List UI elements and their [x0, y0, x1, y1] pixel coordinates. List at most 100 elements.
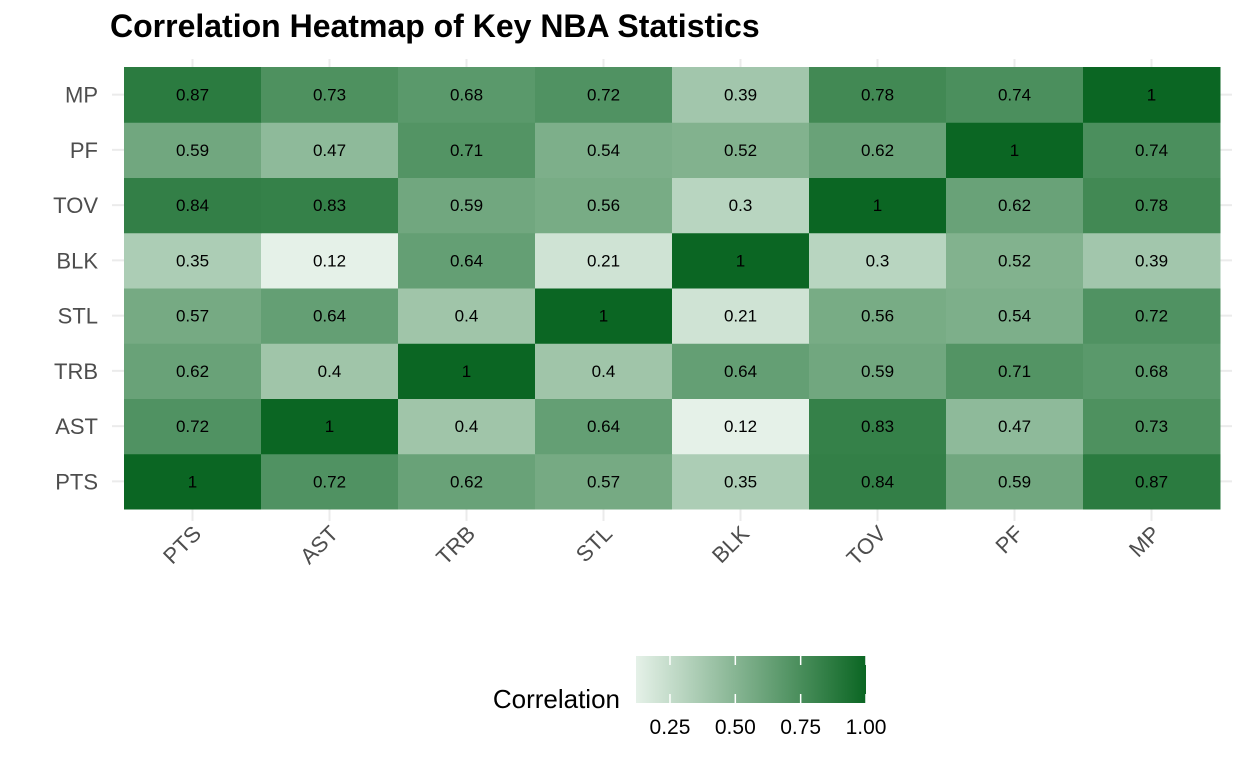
heatmap-cell-STL-BLK [672, 288, 810, 344]
cell-value-label: 0.64 [587, 417, 620, 436]
cell-value-label: 0.72 [1135, 307, 1168, 326]
heatmap-cell-MP-PF [946, 67, 1084, 123]
heatmap-cell-TRB-AST [261, 343, 399, 399]
heatmap-cell-TRB-TOV [809, 343, 947, 399]
heatmap-cell-MP-MP [1083, 67, 1221, 123]
heatmap-cell-PF-AST [261, 122, 399, 178]
cell-value-label: 0.68 [1135, 362, 1168, 381]
x-tick-label: BLK [707, 521, 754, 568]
cell-value-label: 0.64 [724, 362, 757, 381]
cell-value-label: 0.72 [176, 417, 209, 436]
heatmap-cell-PTS-BLK [672, 453, 810, 510]
heatmap-cell-TOV-TOV [809, 177, 947, 234]
heatmap-cell-AST-AST [261, 398, 399, 455]
heatmap-cell-STL-AST [261, 288, 399, 344]
heatmap-cell-PF-TRB [398, 122, 536, 178]
cell-value-label: 1 [325, 417, 334, 436]
x-tick-label: PTS [158, 521, 206, 569]
heatmap-cell-PF-STL [535, 122, 673, 178]
heatmap-cell-BLK-PF [946, 232, 1084, 289]
cell-value-label: 0.73 [1135, 417, 1168, 436]
cell-value-label: 0.52 [998, 251, 1031, 270]
heatmap-cell-MP-BLK [672, 67, 810, 123]
heatmap-cell-PTS-STL [535, 453, 673, 510]
cell-value-label: 0.74 [998, 86, 1031, 105]
cell-value-label: 0.78 [861, 86, 894, 105]
heatmap-cell-TOV-TRB [398, 177, 536, 234]
cell-value-label: 0.64 [450, 251, 483, 270]
heatmap-cell-PF-TOV [809, 122, 947, 178]
cell-value-label: 0.62 [998, 196, 1031, 215]
heatmap-cell-MP-TOV [809, 67, 947, 123]
heatmap-cell-STL-PTS [124, 288, 262, 344]
y-tick-label: AST [55, 414, 98, 439]
heatmap-cell-STL-MP [1083, 288, 1221, 344]
heatmap-cell-PF-MP [1083, 122, 1221, 178]
heatmap-cell-TRB-TRB [398, 343, 536, 399]
cell-value-label: 0.71 [450, 141, 483, 160]
cell-value-label: 0.84 [861, 472, 894, 491]
cell-value-label: 0.3 [866, 251, 890, 270]
cell-value-label: 0.21 [587, 251, 620, 270]
heatmap-cell-PTS-PF [946, 453, 1084, 510]
cell-value-label: 0.4 [318, 362, 342, 381]
heatmap-cell-TOV-STL [535, 177, 673, 234]
cell-value-label: 1 [1010, 141, 1019, 160]
cell-value-label: 0.83 [313, 196, 346, 215]
heatmap-cell-STL-TRB [398, 288, 536, 344]
cell-value-label: 1 [873, 196, 882, 215]
cell-value-label: 0.52 [724, 141, 757, 160]
x-tick-label: AST [295, 521, 343, 569]
legend-colorbar [636, 656, 866, 703]
heatmap-cell-TOV-MP [1083, 177, 1221, 234]
cells-layer [124, 67, 1221, 510]
chart-title: Correlation Heatmap of Key NBA Statistic… [110, 8, 760, 44]
cell-value-label: 0.56 [587, 196, 620, 215]
y-tick-label: BLK [56, 248, 98, 273]
y-tick-label: TOV [53, 193, 98, 218]
x-tick-label: TRB [431, 521, 480, 570]
heatmap-cell-TRB-PF [946, 343, 1084, 399]
cell-value-label: 0.35 [724, 472, 757, 491]
heatmap-cell-BLK-AST [261, 232, 399, 289]
cell-value-label: 0.68 [450, 86, 483, 105]
heatmap-cell-BLK-TRB [398, 232, 536, 289]
heatmap-cell-BLK-MP [1083, 232, 1221, 289]
x-tick-label: PF [990, 521, 1028, 559]
cell-value-label: 0.12 [724, 417, 757, 436]
cell-value-label: 0.72 [587, 86, 620, 105]
heatmap-cell-AST-PF [946, 398, 1084, 455]
heatmap-cell-BLK-STL [535, 232, 673, 289]
heatmap-cell-AST-STL [535, 398, 673, 455]
cell-value-label: 0.74 [1135, 141, 1168, 160]
cell-value-label: 0.4 [455, 417, 479, 436]
legend-title: Correlation [493, 684, 620, 714]
cell-value-label: 1 [599, 307, 608, 326]
heatmap-cell-AST-PTS [124, 398, 262, 455]
heatmap-cell-BLK-BLK [672, 232, 810, 289]
cell-value-label: 0.12 [313, 251, 346, 270]
heatmap-cell-MP-PTS [124, 67, 262, 123]
heatmap-cell-PTS-TOV [809, 453, 947, 510]
cell-value-label: 0.78 [1135, 196, 1168, 215]
heatmap-cell-MP-AST [261, 67, 399, 123]
cell-value-label: 0.59 [450, 196, 483, 215]
cell-value-label: 0.59 [998, 472, 1031, 491]
cell-value-label: 0.54 [587, 141, 620, 160]
y-axis: PTS AST TRB STL BLK TOV PF MP [53, 83, 98, 495]
cell-value-label: 0.59 [176, 141, 209, 160]
heatmap-cell-STL-PF [946, 288, 1084, 344]
heatmap-cell-TOV-PF [946, 177, 1084, 234]
cell-value-label: 0.83 [861, 417, 894, 436]
heatmap-cell-TRB-BLK [672, 343, 810, 399]
cell-value-label: 0.4 [455, 307, 479, 326]
heatmap-cell-MP-STL [535, 67, 673, 123]
heatmap-cell-TRB-PTS [124, 343, 262, 399]
heatmap-cell-PF-PTS [124, 122, 262, 178]
legend-tick-label: 1.00 [846, 716, 887, 739]
heatmap-cell-BLK-TOV [809, 232, 947, 289]
cell-value-label: 0.57 [587, 472, 620, 491]
x-tick-label: TOV [842, 521, 892, 571]
